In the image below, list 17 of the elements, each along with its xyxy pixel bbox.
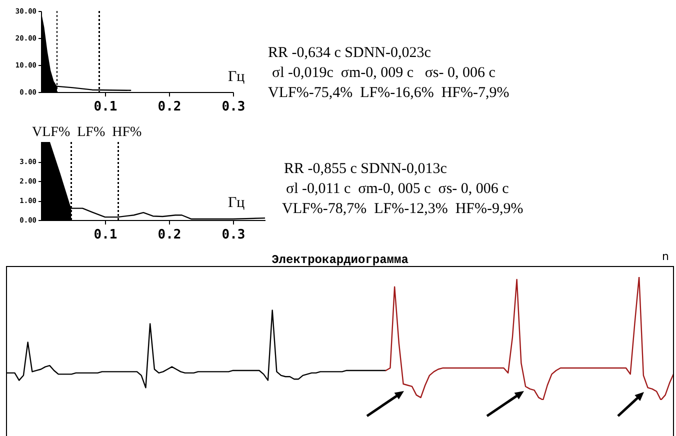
x-tick-label: 0.2 [158, 228, 182, 242]
text: VLF%-78,7% LF%-12,3% HF%-9,9% [282, 201, 524, 217]
text: VLF%-75,4% LF%-16,6% HF%-7,9% [268, 85, 510, 101]
text: σl -0,011 с σm-0, 005 с σs- 0, 006 с [286, 181, 509, 197]
chart-title: Электрокардиограмма [272, 253, 408, 267]
x-axis-title: Гц [228, 195, 245, 211]
text: RR -0,855 с SDNN-0,013с [284, 161, 447, 177]
x-tick-label: 0.2 [158, 100, 182, 114]
x-tick-label: 0.3 [222, 100, 246, 114]
x-tick-label: 0.3 [222, 228, 246, 242]
text: RR -0,634 с SDNN-0,023с [268, 45, 431, 61]
x-tick-label: 0.1 [94, 228, 118, 242]
text: VLF% LF% HF% [28, 124, 146, 142]
x-tick-label: 0.1 [94, 100, 118, 114]
text: σl -0,019с σm-0, 009 с σs- 0, 006 с [272, 65, 496, 81]
text: n [662, 250, 669, 263]
x-axis-title: Гц [228, 69, 245, 85]
